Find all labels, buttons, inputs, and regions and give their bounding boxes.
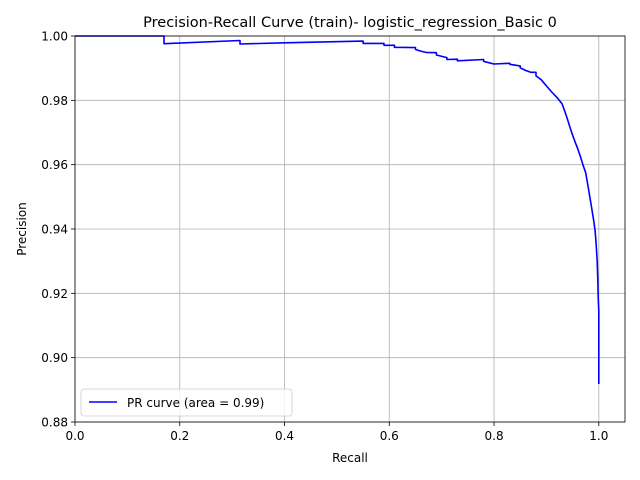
y-tick-label: 0.96 bbox=[41, 158, 68, 172]
y-tick-label: 0.94 bbox=[41, 223, 68, 237]
series-layer bbox=[75, 35, 600, 384]
y-axis-label: Precision bbox=[15, 202, 29, 256]
y-tick-label: 0.92 bbox=[41, 287, 68, 301]
y-tick-label: 1.00 bbox=[41, 30, 68, 44]
pr-curve-line bbox=[75, 35, 600, 384]
y-tick-label: 0.90 bbox=[41, 351, 68, 365]
legend: PR curve (area = 0.99) bbox=[80, 388, 293, 417]
x-tick-label: 0.0 bbox=[65, 429, 84, 443]
y-tick-label: 0.98 bbox=[41, 94, 68, 108]
x-tick-label: 1.0 bbox=[589, 429, 608, 443]
x-tick-label: 0.6 bbox=[380, 429, 399, 443]
x-tick-label: 0.8 bbox=[485, 429, 504, 443]
x-tick-label: 0.4 bbox=[275, 429, 294, 443]
legend-box bbox=[80, 388, 293, 417]
legend-label: PR curve (area = 0.99) bbox=[127, 396, 264, 410]
x-axis-label: Recall bbox=[332, 451, 368, 465]
y-tick-label: 0.88 bbox=[41, 416, 68, 430]
chart-title: Precision-Recall Curve (train)- logistic… bbox=[143, 15, 557, 31]
y-axis-ticks: 0.88 0.90 0.92 0.94 0.96 0.98 1.00 bbox=[41, 30, 75, 430]
x-tick-label: 0.2 bbox=[170, 429, 189, 443]
x-axis-ticks: 0.0 0.2 0.4 0.6 0.8 1.0 bbox=[65, 422, 608, 443]
